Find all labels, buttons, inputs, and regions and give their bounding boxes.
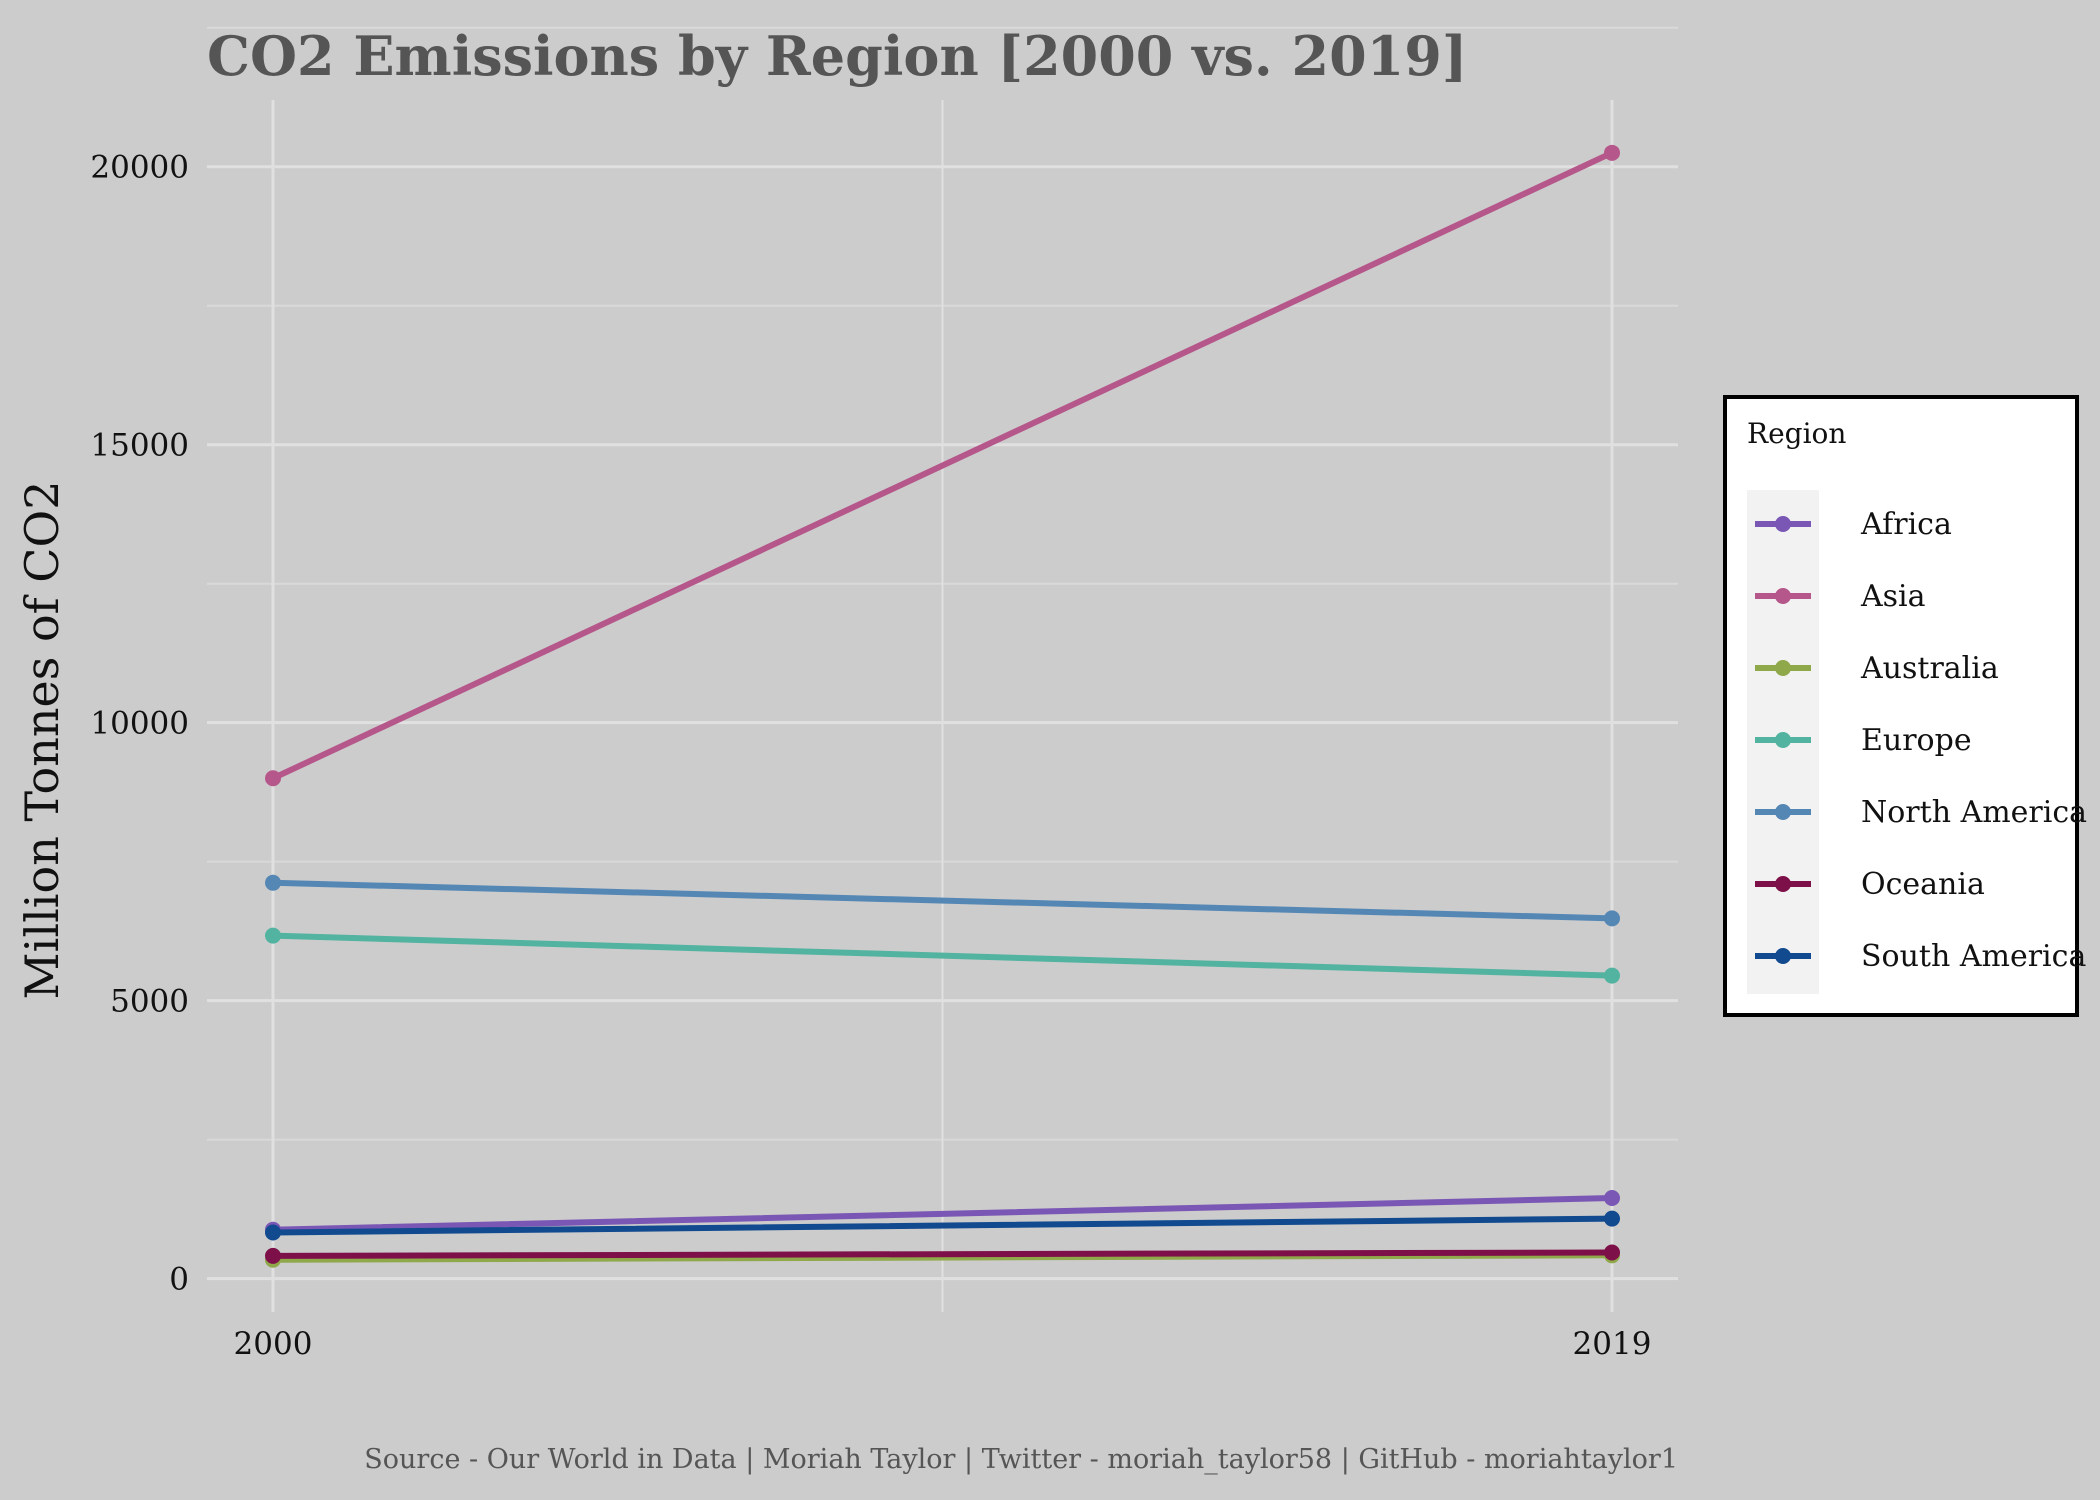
chart-title: CO2 Emissions by Region [2000 vs. 2019] (207, 24, 1467, 88)
legend: Region Africa Asia Australia Europe North Am… (1723, 395, 2087, 1017)
x-tick-label: 2019 (1573, 1326, 1652, 1362)
series-line-europe (270, 932, 1615, 979)
series-line-south-america (270, 1215, 1615, 1236)
data-point-asia (265, 770, 281, 787)
series-line-africa (270, 1195, 1615, 1233)
data-point-oceania (265, 1247, 281, 1264)
legend-key-point-australia (1775, 660, 1791, 676)
y-tick-label: 10000 (90, 706, 189, 742)
y-tick-label: 5000 (110, 984, 189, 1020)
series-line-asia (270, 149, 1615, 782)
legend-key-point-europe (1775, 732, 1791, 748)
data-point-africa (1604, 1190, 1620, 1207)
series-line-north-america (270, 879, 1615, 922)
legend-key-point-asia (1775, 588, 1791, 604)
data-point-north-america (1604, 910, 1620, 927)
data-point-asia (1604, 144, 1620, 161)
y-axis-label: Million Tonnes of CO2 (15, 481, 69, 1000)
data-point-south-america (1604, 1210, 1620, 1227)
grid-lines (207, 26, 1678, 1312)
legend-key-point-africa (1775, 516, 1791, 532)
legend-key-point-oceania (1775, 876, 1791, 892)
y-tick-label: 20000 (90, 150, 189, 186)
legend-label-australia: Australia (1860, 651, 1999, 686)
legend-items: Africa Asia Australia Europe North America Oc… (1755, 507, 2087, 974)
x-tick-label: 2000 (234, 1326, 313, 1362)
chart-caption: Source - Our World in Data | Moriah Tayl… (364, 1444, 1678, 1475)
data-point-oceania (1604, 1244, 1620, 1261)
data-point-europe (1604, 967, 1620, 984)
data-point-north-america (265, 874, 281, 891)
legend-label-oceania: Oceania (1861, 867, 1985, 902)
legend-key-point-north-america (1775, 804, 1791, 820)
legend-label-africa: Africa (1860, 507, 1952, 542)
legend-key-point-south-america (1775, 948, 1791, 964)
y-tick-label: 0 (169, 1262, 189, 1298)
legend-label-south-america: South America (1861, 939, 2086, 974)
legend-label-north-america: North America (1861, 795, 2087, 830)
data-point-europe (265, 927, 281, 944)
data-point-south-america (265, 1224, 281, 1241)
axes: 0 5000 10000 15000 20000 2000 2019 (90, 150, 1651, 1362)
series-line-oceania (270, 1249, 1615, 1259)
legend-title: Region (1747, 417, 1846, 450)
series-lines (265, 144, 1620, 1268)
y-tick-label: 15000 (90, 428, 189, 464)
legend-label-asia: Asia (1860, 579, 1926, 614)
legend-label-europe: Europe (1861, 723, 1972, 758)
